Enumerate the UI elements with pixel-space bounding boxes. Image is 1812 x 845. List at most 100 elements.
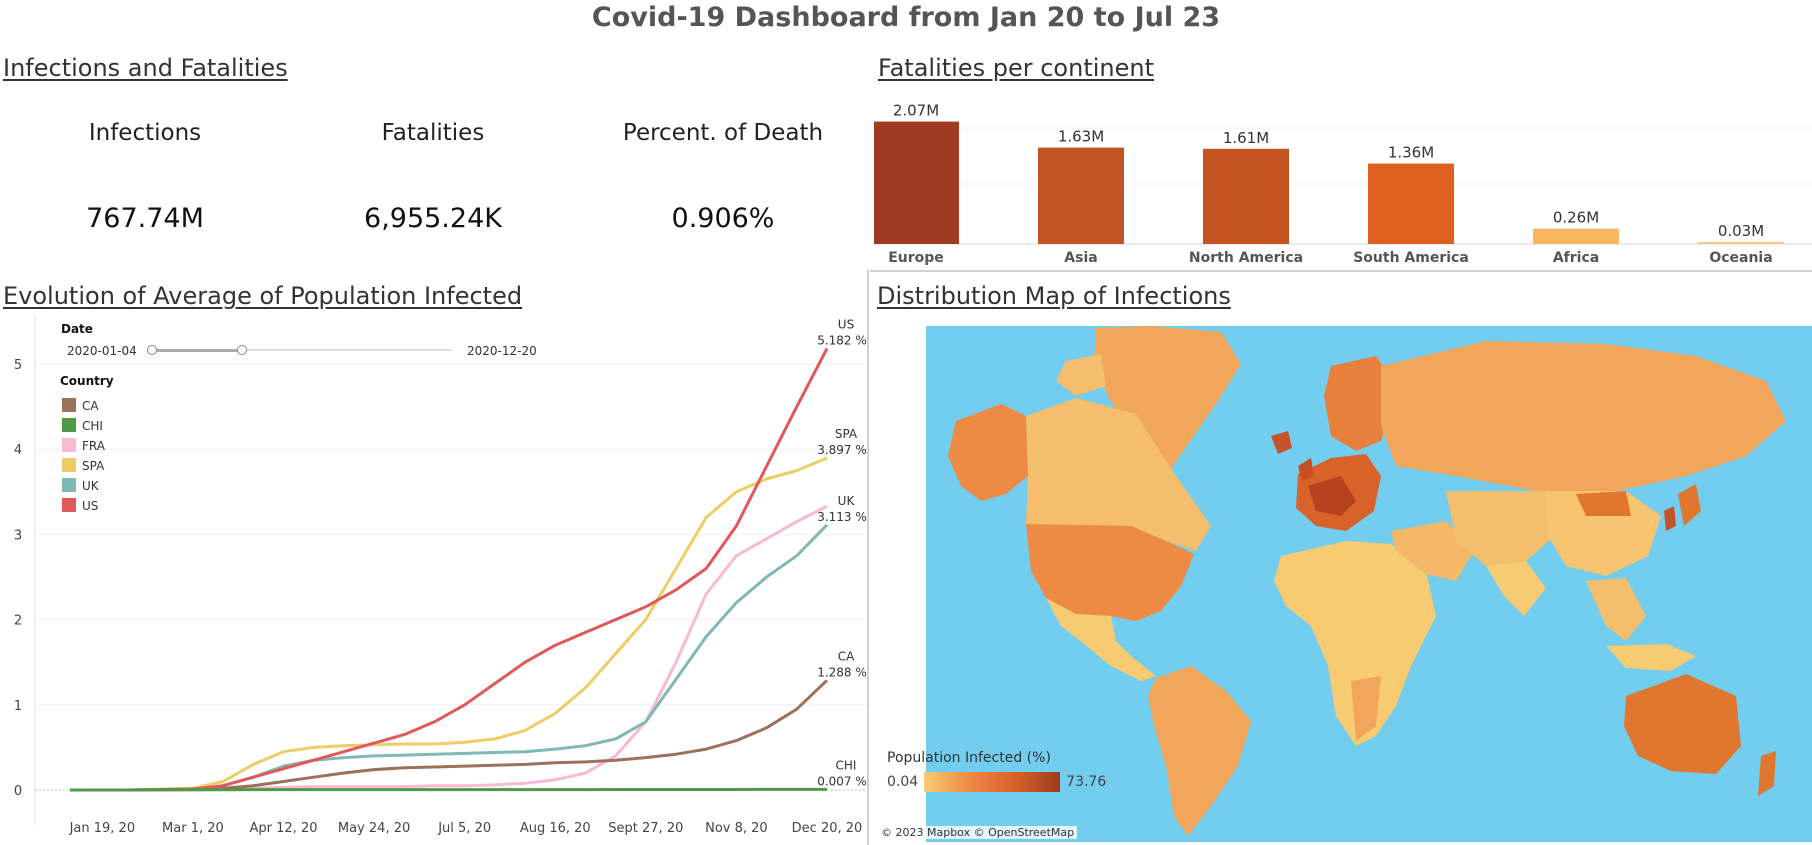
legend-swatch-uk[interactable] bbox=[62, 478, 76, 492]
map-region-mongolia[interactable] bbox=[1576, 491, 1631, 516]
map-region-south-africa[interactable] bbox=[1351, 676, 1381, 741]
line-x-tick-label: Jul 5, 20 bbox=[437, 821, 491, 836]
bar-category-label: North America bbox=[1189, 250, 1303, 266]
series-end-label-name: UK bbox=[838, 494, 856, 508]
date-slider-track[interactable] bbox=[152, 349, 452, 351]
map-region-alaska[interactable] bbox=[948, 404, 1028, 501]
map-section-title: Distribution Map of Infections bbox=[877, 282, 1231, 310]
legend-label-ca[interactable]: CA bbox=[82, 399, 99, 413]
line-chart-labels: CA 1.288 % CHI 0.007 % SPA 3.897 % UK 3.113 % US… bbox=[817, 317, 866, 788]
map-region-uk[interactable] bbox=[1298, 458, 1314, 481]
series-end-label-name: US bbox=[838, 317, 854, 331]
map-region-middle-east[interactable] bbox=[1391, 521, 1474, 581]
map-region-brazil[interactable] bbox=[1201, 706, 1246, 771]
series-end-label-value: 3.897 % bbox=[817, 443, 866, 457]
bar-north-america[interactable] bbox=[1203, 148, 1289, 244]
map-region-usa[interactable] bbox=[1026, 524, 1194, 621]
map-region-africa[interactable] bbox=[1274, 541, 1436, 746]
date-filter-start: 2020-01-04 bbox=[67, 344, 137, 358]
series-line-ca[interactable] bbox=[70, 679, 829, 792]
map-legend-gradient bbox=[924, 772, 1061, 792]
map-region-iceland[interactable] bbox=[1271, 431, 1292, 454]
bar-europe[interactable] bbox=[874, 121, 959, 244]
line-x-tick-label: Apr 12, 20 bbox=[250, 821, 318, 836]
line-x-tick-label: Sept 27, 20 bbox=[608, 821, 683, 836]
line-y-tick-label: 4 bbox=[14, 443, 22, 458]
line-y-tick-label: 0 bbox=[14, 784, 22, 799]
horizontal-divider bbox=[870, 270, 1812, 272]
legend-swatch-ca[interactable] bbox=[62, 398, 76, 412]
legend-swatch-fra[interactable] bbox=[62, 438, 76, 452]
line-y-tick-label: 5 bbox=[14, 358, 22, 373]
bar-value-label: 0.03M bbox=[1718, 222, 1764, 240]
legend-label-chi[interactable]: CHI bbox=[82, 419, 103, 433]
legend-label-fra[interactable]: FRA bbox=[82, 439, 106, 453]
bar-value-label: 1.36M bbox=[1388, 144, 1434, 162]
date-slider-start-handle[interactable] bbox=[147, 345, 157, 355]
map-region-scandinavia[interactable] bbox=[1324, 356, 1396, 451]
bar-asia[interactable] bbox=[1038, 147, 1124, 244]
legend-label-spa[interactable]: SPA bbox=[82, 459, 105, 473]
bar-value-label: 0.26M bbox=[1553, 209, 1599, 227]
map-region-china[interactable] bbox=[1546, 491, 1661, 576]
series-line-uk[interactable] bbox=[70, 523, 829, 792]
map-region-new-zealand[interactable] bbox=[1758, 751, 1776, 796]
infection-map[interactable] bbox=[926, 326, 1812, 842]
legend-swatch-us[interactable] bbox=[62, 498, 76, 512]
bar-category-label: Oceania bbox=[1709, 250, 1772, 266]
kpi-section-title: Infections and Fatalities bbox=[3, 54, 288, 82]
map-region-canada-islands[interactable] bbox=[1056, 354, 1106, 396]
map-region-mexico[interactable] bbox=[1046, 598, 1156, 681]
map-region-south-america[interactable] bbox=[1148, 666, 1251, 836]
series-end-label-value: 5.182 % bbox=[817, 333, 866, 347]
map-region-india[interactable] bbox=[1486, 561, 1546, 616]
country-legend-title: Country bbox=[60, 374, 114, 388]
series-line-us[interactable] bbox=[70, 347, 829, 792]
kpi-label-infections: Infections bbox=[88, 120, 202, 146]
map-region-central-asia[interactable] bbox=[1446, 491, 1566, 566]
line-chart-grid: 0 1 2 3 4 5 Jan 19, 20 Mar 1, 20 Apr 12, 20 May 2… bbox=[14, 316, 866, 836]
evolution-section-title: Evolution of Average of Population Infec… bbox=[3, 282, 523, 310]
date-slider-end-handle[interactable] bbox=[237, 345, 247, 355]
legend-label-us[interactable]: US bbox=[82, 499, 98, 513]
map-region-central-europe[interactable] bbox=[1308, 476, 1356, 516]
series-line-chi[interactable] bbox=[70, 787, 827, 792]
map-legend-title: Population Infected (%) bbox=[887, 750, 1051, 766]
series-end-label-value: 1.288 % bbox=[817, 665, 866, 679]
line-x-tick-label: Jan 19, 20 bbox=[69, 821, 136, 836]
series-end-label-value: 3.113 % bbox=[817, 510, 866, 524]
map-region-southeast-asia[interactable] bbox=[1586, 578, 1646, 641]
series-line-spa[interactable] bbox=[70, 456, 828, 792]
kpi-value-percent-death: 0.906% bbox=[671, 203, 775, 234]
line-x-tick-label: Mar 1, 20 bbox=[162, 821, 224, 836]
date-filter[interactable]: Date 2020-01-04 2020-12-20 bbox=[61, 322, 537, 358]
legend-label-uk[interactable]: UK bbox=[82, 479, 100, 493]
map-region-australia[interactable] bbox=[1624, 674, 1741, 774]
map-region-canada[interactable] bbox=[1026, 398, 1211, 551]
date-filter-end: 2020-12-20 bbox=[467, 344, 537, 358]
date-slider-range bbox=[152, 349, 242, 352]
line-x-tick-label: Aug 16, 20 bbox=[520, 821, 591, 836]
map-region-japan[interactable] bbox=[1678, 484, 1701, 526]
bar-south-america[interactable] bbox=[1368, 163, 1454, 244]
map-region-russia[interactable] bbox=[1381, 341, 1786, 491]
legend-swatch-chi[interactable] bbox=[62, 418, 76, 432]
line-chart-series bbox=[70, 347, 829, 792]
legend-swatch-spa[interactable] bbox=[62, 458, 76, 472]
bar-oceania[interactable] bbox=[1698, 242, 1784, 244]
bar-value-label: 1.61M bbox=[1223, 129, 1269, 147]
bar-value-label: 2.07M bbox=[893, 102, 939, 120]
bar-africa[interactable] bbox=[1533, 228, 1619, 244]
kpi-value-fatalities: 6,955.24K bbox=[364, 203, 502, 234]
bar-category-label: Africa bbox=[1553, 250, 1599, 266]
map-legend-max: 73.76 bbox=[1066, 774, 1107, 790]
map-legend: Population Infected (%) 0.04 73.76 bbox=[887, 750, 1106, 792]
map-region-indonesia[interactable] bbox=[1606, 644, 1696, 671]
map-attribution[interactable]: © 2023 Mapbox © OpenStreetMap bbox=[878, 826, 1078, 839]
map-region-korea[interactable] bbox=[1664, 506, 1676, 531]
map-region-greenland[interactable] bbox=[1094, 326, 1241, 476]
bar-category-label: South America bbox=[1353, 250, 1469, 266]
kpi-label-fatalities: Fatalities bbox=[381, 120, 485, 146]
line-x-tick-label: Dec 20, 20 bbox=[792, 821, 863, 836]
series-end-label-name: CHI bbox=[836, 758, 857, 772]
